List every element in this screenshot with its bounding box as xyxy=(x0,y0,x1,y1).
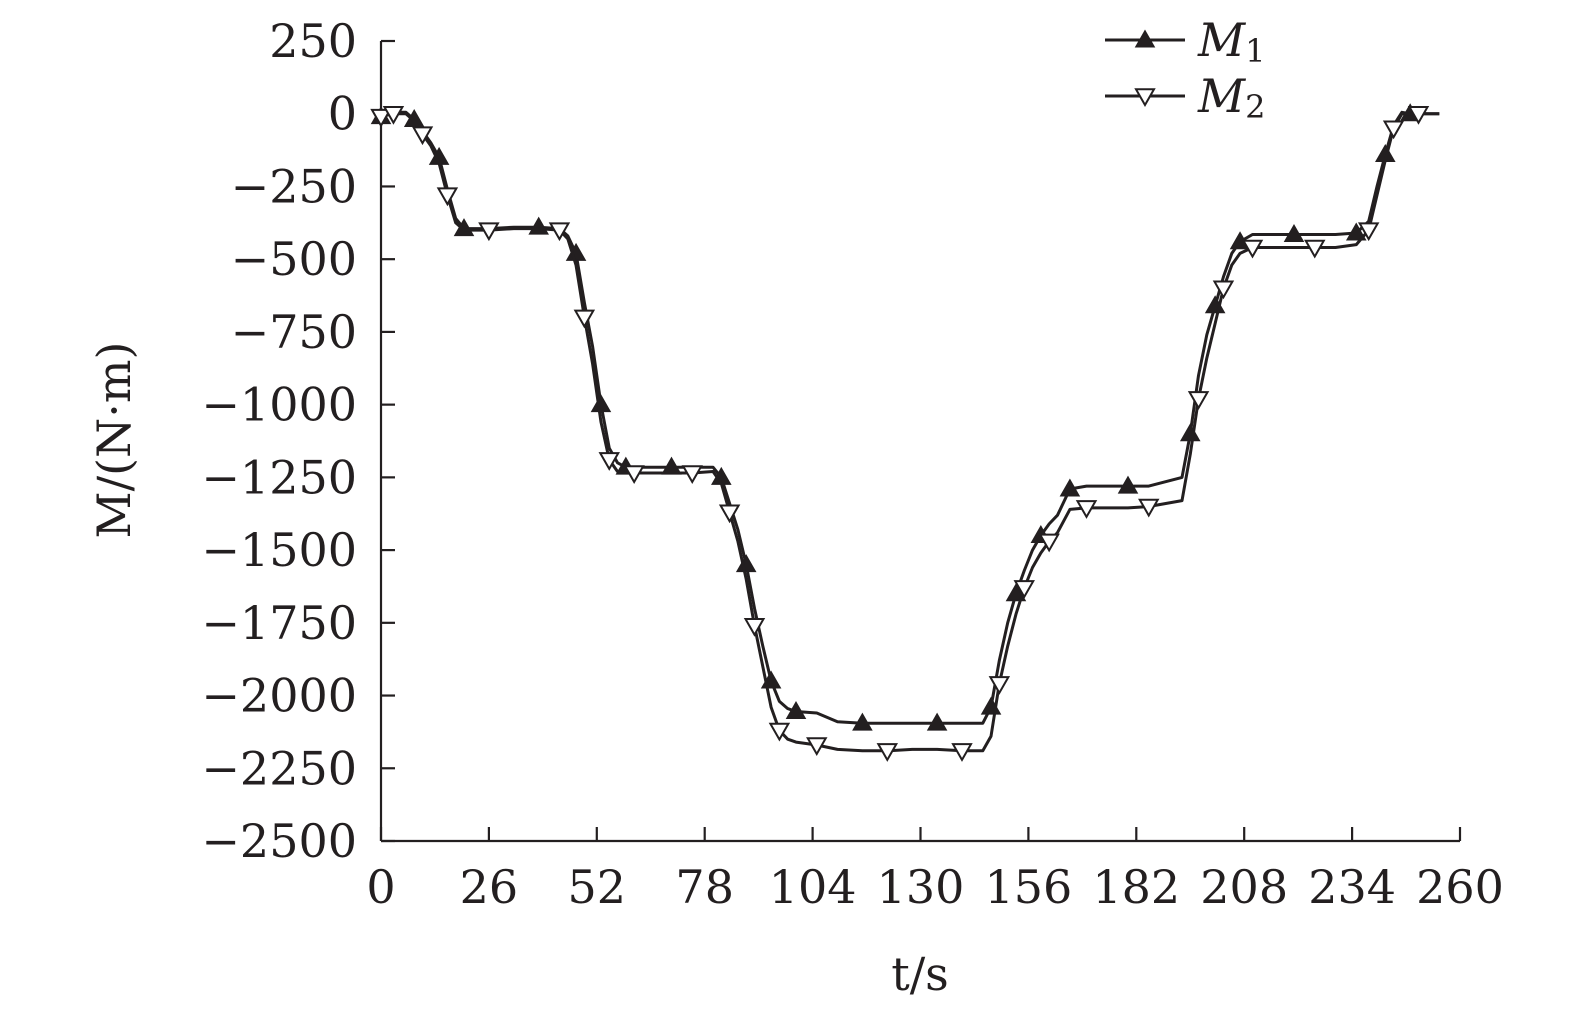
data-point-marker xyxy=(370,108,392,128)
series-line xyxy=(380,110,1440,725)
data-point-marker xyxy=(852,712,873,731)
data-point-marker xyxy=(1357,222,1380,242)
x-axis-ticks: 0 26 52 78 104 130 156 182 208 234 260 xyxy=(366,827,1504,914)
data-point-marker xyxy=(735,554,757,573)
data-point-marker xyxy=(623,465,645,485)
data-point-marker xyxy=(718,504,741,524)
y-tick-label: −500 xyxy=(231,232,357,286)
x-tick-label: 0 xyxy=(366,860,395,914)
data-point-marker xyxy=(743,617,766,637)
x-tick-label: 78 xyxy=(675,860,734,914)
data-point-marker xyxy=(598,452,620,471)
data-point-marker xyxy=(590,394,612,413)
y-tick-label: 0 xyxy=(328,87,357,141)
y-tick-label: 250 xyxy=(269,14,357,68)
data-point-marker xyxy=(1038,533,1060,553)
data-point-marker xyxy=(785,701,807,720)
data-point-marker xyxy=(988,676,1011,695)
data-point-marker xyxy=(548,222,571,242)
data-point-marker xyxy=(876,743,899,762)
y-tick-label: −2250 xyxy=(201,741,357,795)
y-tick-label: −1750 xyxy=(201,596,357,650)
y-tick-label: −250 xyxy=(231,159,357,213)
y-tick-label: −2000 xyxy=(201,669,357,723)
x-tick-label: 156 xyxy=(984,860,1072,914)
legend-label: M1 xyxy=(1197,13,1265,70)
x-tick-label: 182 xyxy=(1092,860,1180,914)
series-M1 xyxy=(370,103,1440,731)
data-point-marker xyxy=(1345,222,1367,241)
data-point-marker xyxy=(1059,478,1081,497)
y-axis-ticks: 250 0 −250 −500 −750 −1000 −1250 −1500 −1750 −200… xyxy=(201,14,395,868)
data-point-marker xyxy=(573,309,596,329)
data-point-marker xyxy=(1212,280,1235,300)
data-point-marker xyxy=(1241,239,1264,259)
data-point-marker xyxy=(436,187,459,207)
y-tick-label: −750 xyxy=(231,305,357,359)
data-point-marker xyxy=(1179,423,1201,442)
data-point-marker xyxy=(1075,500,1098,519)
x-tick-label: 130 xyxy=(877,860,965,914)
data-point-marker xyxy=(382,105,405,125)
x-tick-label: 260 xyxy=(1416,860,1504,914)
series-M2 xyxy=(370,105,1440,762)
data-point-marker xyxy=(1138,498,1160,518)
data-point-marker xyxy=(411,126,434,146)
series-layer xyxy=(370,103,1440,762)
data-point-marker xyxy=(768,722,791,742)
data-point-marker xyxy=(806,737,828,757)
legend-item-M1: M1 xyxy=(1105,13,1265,70)
y-tick-label: −1500 xyxy=(201,523,357,577)
data-point-marker xyxy=(1134,29,1156,48)
y-tick-label: −1250 xyxy=(201,450,357,504)
data-point-marker xyxy=(1134,88,1156,108)
data-point-marker xyxy=(1382,120,1405,140)
y-tick-label: −2500 xyxy=(201,814,357,868)
series-line xyxy=(380,112,1440,753)
x-tick-label: 234 xyxy=(1308,860,1396,914)
data-point-marker xyxy=(1283,223,1305,242)
x-tick-label: 104 xyxy=(769,860,857,914)
data-point-marker xyxy=(1013,580,1035,599)
y-axis-label: M/(N·m) xyxy=(87,342,141,539)
legend-item-M2: M2 xyxy=(1105,69,1265,126)
data-point-marker xyxy=(478,222,500,242)
data-point-marker xyxy=(1187,391,1210,410)
x-axis-label: t/s xyxy=(891,947,949,1001)
y-tick-label: −1000 xyxy=(201,378,357,432)
data-point-marker xyxy=(951,743,973,762)
x-tick-label: 208 xyxy=(1200,860,1288,914)
legend-label: M2 xyxy=(1197,69,1265,126)
x-tick-label: 26 xyxy=(460,860,519,914)
x-tick-label: 52 xyxy=(568,860,627,914)
data-point-marker xyxy=(1117,475,1139,494)
axes xyxy=(379,41,1460,843)
data-point-marker xyxy=(681,465,703,485)
data-point-marker xyxy=(926,712,948,731)
data-point-marker xyxy=(1407,105,1430,125)
data-point-marker xyxy=(1304,239,1326,259)
